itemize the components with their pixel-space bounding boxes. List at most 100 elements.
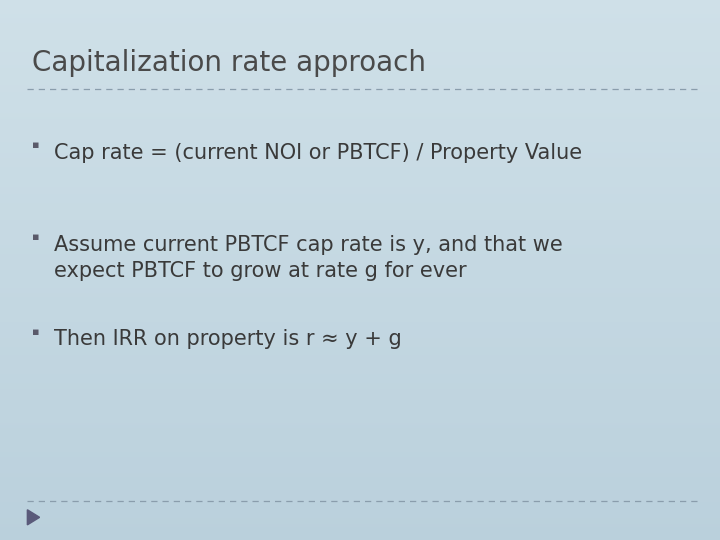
Bar — [0, 18, 720, 20]
Bar — [0, 61, 720, 63]
Bar — [0, 47, 720, 49]
Bar — [0, 225, 720, 227]
Bar — [0, 416, 720, 417]
Bar — [0, 393, 720, 394]
Bar — [0, 85, 720, 86]
Bar — [0, 306, 720, 308]
Bar — [0, 409, 720, 410]
Bar — [0, 117, 720, 119]
Bar — [0, 196, 720, 198]
Bar — [0, 412, 720, 414]
Bar — [0, 248, 720, 250]
Bar — [0, 123, 720, 124]
Bar — [0, 367, 720, 369]
Bar — [0, 396, 720, 398]
Bar — [0, 180, 720, 182]
Bar — [0, 119, 720, 120]
Bar — [0, 221, 720, 223]
Bar — [0, 81, 720, 83]
Bar — [0, 342, 720, 344]
Bar — [0, 471, 720, 474]
Bar — [0, 302, 720, 304]
Bar — [0, 536, 720, 538]
Bar — [0, 328, 720, 329]
Bar — [0, 444, 720, 447]
Bar — [0, 130, 720, 131]
Bar — [0, 454, 720, 455]
Bar — [0, 207, 720, 209]
Bar — [0, 201, 720, 204]
Bar — [0, 336, 720, 339]
Bar — [0, 7, 720, 9]
Bar — [0, 135, 720, 137]
Bar — [0, 479, 720, 481]
Bar — [0, 309, 720, 312]
Bar — [0, 99, 720, 101]
Bar — [0, 443, 720, 444]
Bar — [0, 106, 720, 108]
Bar — [0, 410, 720, 412]
Bar — [0, 228, 720, 231]
Bar — [0, 144, 720, 146]
Bar — [0, 169, 720, 171]
Bar — [0, 407, 720, 409]
Bar — [0, 290, 720, 292]
Bar — [0, 405, 720, 407]
Bar — [0, 382, 720, 383]
Bar — [0, 317, 720, 319]
Bar — [0, 349, 720, 351]
Bar — [0, 468, 720, 470]
Bar — [0, 360, 720, 362]
Bar — [0, 488, 720, 490]
Bar — [0, 27, 720, 29]
Bar — [0, 137, 720, 139]
Bar — [0, 326, 720, 328]
Bar — [0, 353, 720, 355]
Bar — [0, 288, 720, 290]
Bar — [0, 92, 720, 93]
Bar — [0, 329, 720, 331]
Bar — [0, 403, 720, 405]
Bar — [0, 177, 720, 178]
Bar — [0, 389, 720, 390]
Bar — [0, 173, 720, 174]
Bar — [0, 436, 720, 437]
Bar — [0, 355, 720, 356]
Bar — [0, 450, 720, 452]
Bar — [0, 286, 720, 288]
Bar — [0, 238, 720, 239]
Text: ▪: ▪ — [32, 140, 40, 151]
Bar — [0, 146, 720, 147]
Bar — [0, 437, 720, 439]
Bar — [0, 147, 720, 150]
Bar — [0, 182, 720, 184]
Bar — [0, 508, 720, 509]
Bar — [0, 110, 720, 112]
Bar — [0, 139, 720, 140]
Bar — [0, 52, 720, 54]
Bar — [0, 174, 720, 177]
Bar — [0, 38, 720, 39]
Bar — [0, 333, 720, 335]
Bar — [0, 401, 720, 403]
Bar — [0, 66, 720, 69]
Bar — [0, 498, 720, 501]
Bar — [0, 414, 720, 416]
Bar — [0, 274, 720, 275]
Bar — [0, 212, 720, 214]
Bar — [0, 79, 720, 81]
Bar — [0, 59, 720, 61]
Bar — [0, 155, 720, 157]
Bar — [0, 227, 720, 228]
Bar — [0, 428, 720, 430]
Bar — [0, 193, 720, 194]
Bar — [0, 448, 720, 450]
Bar — [0, 313, 720, 315]
Bar — [0, 204, 720, 205]
Bar — [0, 293, 720, 295]
Bar — [0, 425, 720, 427]
Bar — [0, 461, 720, 463]
Bar — [0, 417, 720, 420]
Bar — [0, 263, 720, 265]
Bar — [0, 400, 720, 401]
